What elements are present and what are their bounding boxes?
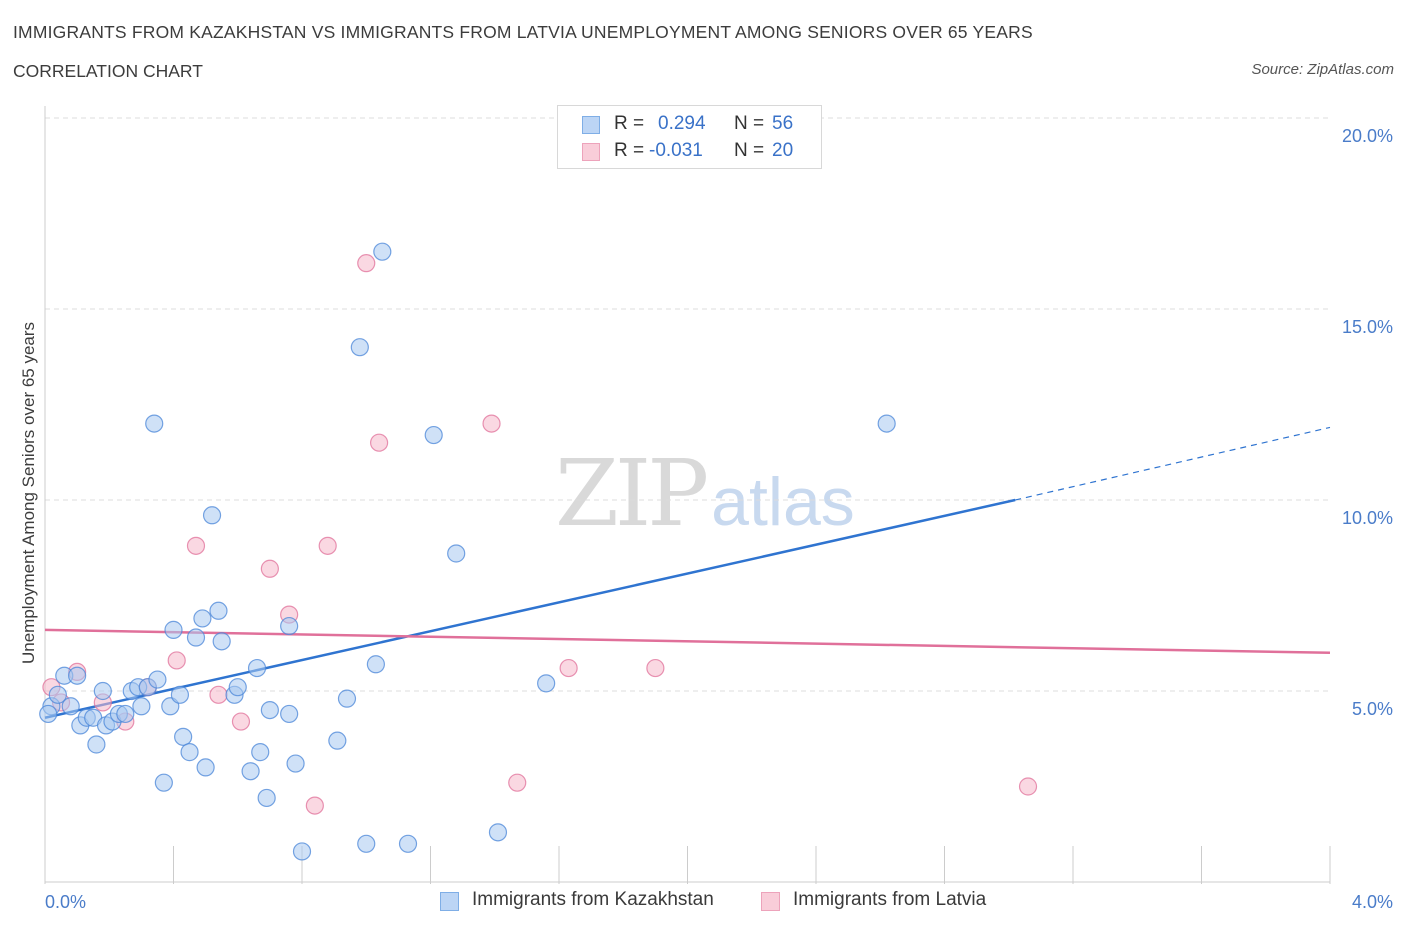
- trend-line-latvia: [44, 628, 1331, 655]
- point-kazakhstan: [247, 658, 267, 678]
- point-latvia: [508, 773, 527, 792]
- point-kazakhstan: [337, 689, 357, 708]
- source-label: Source: ZipAtlas.com: [1251, 61, 1394, 78]
- legend-n-value: 56: [772, 113, 794, 134]
- point-kazakhstan: [93, 681, 112, 701]
- point-kazakhstan: [87, 735, 106, 754]
- point-latvia: [186, 536, 206, 555]
- y-tick-label: 10.0%: [1342, 508, 1393, 528]
- trend-line-kazakhstan-extension: [1015, 426, 1331, 501]
- point-kazakhstan: [61, 697, 80, 716]
- point-kazakhstan: [116, 704, 135, 724]
- point-kazakhstan: [447, 544, 466, 563]
- point-kazakhstan: [154, 773, 173, 792]
- point-kazakhstan: [357, 834, 376, 853]
- point-kazakhstan: [350, 338, 369, 357]
- point-latvia: [305, 796, 324, 815]
- point-kazakhstan: [164, 620, 183, 639]
- chart-title: IMMIGRANTS FROM KAZAKHSTAN VS IMMIGRANTS…: [13, 22, 1033, 42]
- point-latvia: [209, 685, 228, 704]
- point-latvia: [559, 658, 578, 678]
- chart-subtitle: CORRELATION CHART: [13, 61, 203, 81]
- tick-labels: 5.0% 10.0% 15.0% 20.0% 0.0% 4.0%: [45, 126, 1393, 912]
- point-latvia: [167, 651, 186, 670]
- point-kazakhstan: [39, 704, 58, 724]
- point-kazakhstan: [366, 655, 385, 674]
- point-kazakhstan: [132, 697, 151, 716]
- grid-lines: [45, 117, 1330, 692]
- watermark-zip: ZIP: [555, 440, 709, 547]
- trend-line-kazakhstan: [44, 498, 1016, 719]
- point-kazakhstan: [174, 727, 193, 746]
- point-kazakhstan: [196, 758, 215, 777]
- y-tick-label: 15.0%: [1342, 317, 1393, 337]
- axes: [44, 106, 1331, 884]
- point-kazakhstan: [148, 670, 167, 689]
- point-kazakhstan: [257, 788, 276, 808]
- point-kazakhstan: [260, 700, 279, 720]
- watermark-atlas: atlas: [711, 464, 855, 540]
- point-kazakhstan: [68, 666, 87, 685]
- legend-r-label: R =: [614, 140, 645, 161]
- bottom-legend-label: Immigrants from Kazakhstan: [472, 889, 714, 910]
- point-latvia: [318, 536, 337, 555]
- point-kazakhstan: [180, 743, 199, 762]
- legend-swatch-latvia: [582, 143, 600, 161]
- point-kazakhstan: [193, 609, 212, 628]
- point-kazakhstan: [145, 414, 164, 433]
- point-kazakhstan: [280, 704, 299, 724]
- legend-r-value: 0.294: [658, 113, 706, 134]
- bottom-legend-swatch-latvia: [761, 892, 780, 911]
- data-points: [39, 242, 1038, 861]
- point-kazakhstan: [286, 754, 305, 773]
- point-kazakhstan: [241, 762, 260, 781]
- trend-lines: [44, 426, 1331, 719]
- point-kazakhstan: [228, 678, 247, 697]
- point-kazakhstan: [424, 425, 443, 445]
- x-tick-label: 0.0%: [45, 892, 86, 912]
- legend-n-label: N =: [734, 140, 765, 161]
- bottom-legend-swatch-kazakhstan: [440, 892, 459, 911]
- point-kazakhstan: [488, 823, 508, 842]
- point-latvia: [370, 433, 389, 452]
- y-axis-label: Unemployment Among Seniors over 65 years: [19, 322, 38, 664]
- point-kazakhstan: [186, 628, 206, 647]
- point-kazakhstan: [202, 506, 222, 525]
- point-latvia: [231, 712, 251, 731]
- legend-n-label: N =: [734, 113, 765, 134]
- correlation-legend: R = 0.294 N = 56 R = -0.031 N = 20: [557, 105, 822, 169]
- point-latvia: [1018, 777, 1038, 796]
- point-kazakhstan: [251, 743, 270, 762]
- point-kazakhstan: [877, 414, 896, 433]
- y-tick-label: 20.0%: [1342, 126, 1393, 146]
- point-kazakhstan: [212, 632, 231, 651]
- point-kazakhstan: [280, 616, 299, 636]
- legend-r-label: R =: [614, 113, 645, 134]
- point-latvia: [646, 658, 665, 678]
- point-kazakhstan: [209, 601, 228, 620]
- y-tick-label: 5.0%: [1352, 699, 1393, 719]
- legend-swatch-kazakhstan: [582, 116, 600, 134]
- legend-r-value: -0.031: [649, 140, 703, 161]
- point-latvia: [482, 414, 501, 433]
- point-kazakhstan: [537, 674, 556, 693]
- point-kazakhstan: [48, 685, 67, 704]
- point-kazakhstan: [170, 685, 190, 704]
- point-latvia: [357, 254, 376, 273]
- point-kazakhstan: [292, 842, 312, 861]
- point-kazakhstan: [398, 834, 418, 853]
- point-kazakhstan: [328, 731, 347, 750]
- x-tick-label: 4.0%: [1352, 892, 1393, 912]
- point-kazakhstan: [373, 242, 392, 261]
- watermark: ZIPatlas: [555, 440, 855, 547]
- legend-n-value: 20: [772, 140, 794, 161]
- point-latvia: [260, 559, 279, 578]
- bottom-legend-label: Immigrants from Latvia: [793, 889, 987, 910]
